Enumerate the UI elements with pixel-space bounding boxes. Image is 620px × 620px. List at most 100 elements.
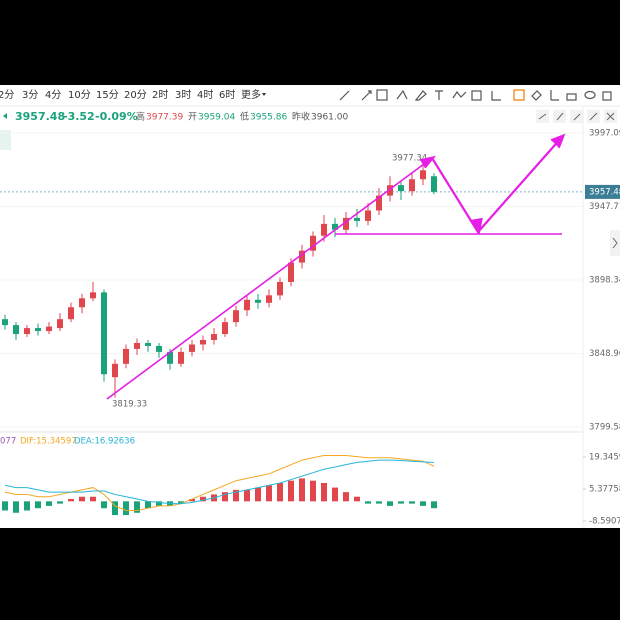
- candle-body: [167, 351, 173, 364]
- macd-bar: [409, 501, 415, 504]
- candle-body: [332, 223, 338, 230]
- macd-bar: [200, 496, 206, 502]
- tool-glyphs: [538, 112, 615, 121]
- candle-body: [79, 298, 85, 308]
- last-price-box: [585, 184, 620, 199]
- tool-delete[interactable]: [602, 91, 612, 101]
- macd-bar: [222, 492, 228, 502]
- candle-body: [409, 179, 415, 192]
- macd-bar: [123, 501, 129, 516]
- candle-body: [255, 299, 261, 303]
- y-tick-label: 3947.71: [589, 202, 620, 212]
- macd-bar: [354, 496, 360, 502]
- drawing-tools[interactable]: [339, 89, 612, 101]
- interval-button[interactable]: 2分: [0, 89, 14, 101]
- y-tick-label: 3997.09: [589, 128, 620, 138]
- macd-bar: [156, 501, 162, 506]
- field-value: 3955.86: [250, 113, 287, 123]
- candle-body: [189, 344, 195, 352]
- macd-bar: [68, 499, 74, 502]
- candle-body: [145, 342, 151, 346]
- interval-button[interactable]: 4分: [45, 89, 61, 101]
- interval-button[interactable]: 4时: [197, 89, 213, 101]
- y-tick-label: -8.59078: [589, 517, 620, 527]
- candle-body: [266, 295, 272, 303]
- macd-bar: [13, 501, 19, 513]
- field-label: 高: [136, 111, 145, 123]
- tool-fib[interactable]: [396, 89, 408, 100]
- macd-bar: [178, 501, 184, 504]
- interval-button[interactable]: 2时: [152, 89, 168, 101]
- macd-bar: [24, 501, 30, 511]
- macd-bar: [101, 501, 107, 509]
- macd-bar: [57, 501, 63, 504]
- candle-body: [200, 339, 206, 345]
- tool-button[interactable]: [570, 110, 583, 123]
- tool-measure[interactable]: [491, 91, 501, 101]
- annotations: [106, 133, 566, 400]
- candle-body: [222, 322, 228, 335]
- interval-button[interactable]: 20分: [124, 89, 147, 101]
- candle-body: [24, 328, 30, 335]
- macd-bar: [365, 501, 371, 504]
- macd-bar: [376, 501, 382, 504]
- y-tick-label: 19.34595: [589, 452, 620, 462]
- macd-bar: [2, 501, 8, 511]
- high-label: 3977.34: [392, 154, 427, 164]
- tool-lock[interactable]: [566, 93, 577, 101]
- macd-legend: DIF:15.34597: [20, 437, 77, 447]
- tool-channel[interactable]: [376, 89, 388, 101]
- interval-button[interactable]: 更多: [241, 88, 261, 101]
- macd-line: [4, 454, 435, 511]
- macd-bar: [134, 501, 140, 513]
- candle-body: [310, 235, 316, 251]
- chart-tools[interactable]: [536, 110, 617, 123]
- candle-body: [90, 292, 96, 299]
- tool-edit[interactable]: [513, 89, 525, 101]
- chart-panel: [0, 85, 620, 528]
- interval-button[interactable]: 10分: [68, 89, 91, 101]
- tool-ray[interactable]: [361, 90, 372, 101]
- candle-body: [112, 363, 118, 378]
- macd-bar: [321, 482, 327, 502]
- macd-bar: [387, 501, 393, 506]
- tool-line[interactable]: [339, 90, 350, 101]
- field-value: 3961.00: [311, 113, 348, 123]
- tool-pen[interactable]: [414, 90, 427, 101]
- candle-body: [277, 281, 283, 296]
- candle-body: [134, 342, 140, 349]
- tool-wave[interactable]: [452, 90, 467, 99]
- candle-body: [343, 217, 349, 230]
- side-toggle-arrow: [612, 237, 618, 249]
- field-label: 昨收: [292, 111, 310, 123]
- tool-eraser[interactable]: [531, 90, 542, 101]
- interval-button[interactable]: 6时: [219, 89, 235, 101]
- y-tick-label: 3848.96: [589, 349, 620, 359]
- tool-magnet[interactable]: [550, 90, 559, 101]
- macd-line: [4, 459, 435, 505]
- tool-eye[interactable]: [584, 90, 596, 100]
- candle-body: [288, 262, 294, 282]
- tool-rect[interactable]: [471, 90, 482, 101]
- field-value: 3959.04: [198, 113, 235, 123]
- candle-body: [46, 326, 52, 332]
- interval-button[interactable]: 3时: [175, 89, 191, 101]
- interval-button[interactable]: 15分: [96, 89, 119, 101]
- macd-bar: [145, 501, 151, 509]
- change-pct: -0.09%: [95, 110, 138, 123]
- arrow-head: [469, 217, 483, 236]
- dropdown-arrow: [262, 93, 266, 96]
- candle-body: [35, 328, 41, 332]
- side-toggle[interactable]: [610, 230, 620, 256]
- side-tab[interactable]: [0, 130, 11, 150]
- candle-body: [354, 217, 360, 221]
- trend-line: [106, 157, 433, 400]
- arrow-head: [419, 155, 437, 169]
- quote-bar: 3957.48 -3.52 -0.09%: [15, 110, 138, 123]
- collapse-arrow[interactable]: [3, 113, 7, 119]
- candle-body: [376, 195, 382, 211]
- y-tick-label: 3898.34: [589, 275, 620, 285]
- interval-button[interactable]: 3分: [22, 89, 38, 101]
- candle-body: [387, 185, 393, 196]
- tool-text[interactable]: [435, 90, 443, 100]
